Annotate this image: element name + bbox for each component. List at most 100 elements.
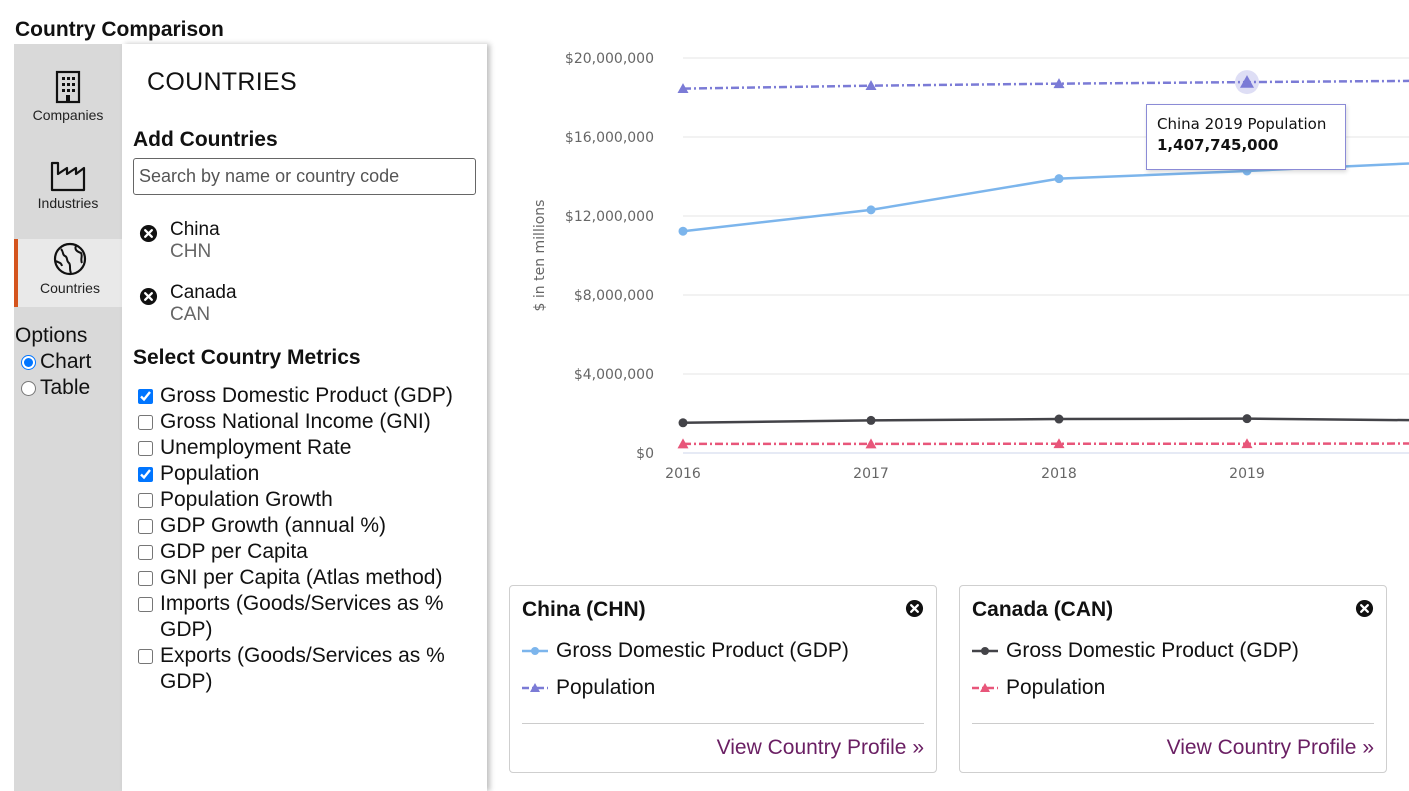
metric-item[interactable]: Imports (Goods/Services as % GDP) — [137, 591, 477, 643]
x-tick-label: 2018 — [1041, 466, 1077, 482]
circle-marker-icon — [972, 647, 998, 655]
countries-panel: COUNTRIES Add Countries China CHN Canada… — [122, 44, 487, 791]
country-card: Canada (CAN) Gross Domestic Product (GDP)… — [959, 585, 1387, 773]
legend-item[interactable]: Gross Domestic Product (GDP) — [522, 639, 849, 663]
y-tick-label: $8,000,000 — [574, 288, 654, 304]
metric-checkbox[interactable] — [138, 389, 153, 404]
metric-label: Exports (Goods/Services as % GDP) — [160, 644, 445, 693]
nav-label: Companies — [32, 107, 104, 123]
legend-item[interactable]: Gross Domestic Product (GDP) — [972, 639, 1299, 663]
chart-radio-label: Chart — [40, 350, 92, 373]
option-table[interactable]: Table — [14, 376, 91, 400]
metric-item[interactable]: Gross National Income (GNI) — [137, 409, 477, 435]
card-title: China (CHN) — [522, 598, 646, 621]
metric-label: GNI per Capita (Atlas method) — [160, 566, 443, 589]
metric-item[interactable]: Exports (Goods/Services as % GDP) — [137, 643, 477, 695]
metric-checkbox[interactable] — [138, 545, 153, 560]
metric-item[interactable]: GDP per Capita — [137, 539, 477, 565]
panel-title: COUNTRIES — [147, 68, 297, 96]
metric-checkbox[interactable] — [138, 493, 153, 508]
data-point[interactable] — [1240, 75, 1254, 88]
series-line[interactable] — [682, 79, 1409, 90]
metric-label: Imports (Goods/Services as % GDP) — [160, 592, 444, 641]
y-tick-label: $0 — [636, 446, 654, 462]
x-tick-label: 2017 — [853, 466, 889, 482]
close-icon[interactable] — [1355, 599, 1374, 623]
globe-icon — [18, 239, 122, 277]
legend-item[interactable]: Population — [522, 676, 655, 700]
country-code: CAN — [170, 304, 211, 325]
country-search-input[interactable] — [133, 158, 476, 195]
metric-item[interactable]: Population Growth — [137, 487, 477, 513]
data-point[interactable] — [866, 415, 876, 425]
circle-marker-icon — [522, 647, 548, 655]
chart-radio[interactable] — [21, 354, 36, 370]
metric-item[interactable]: Unemployment Rate — [137, 435, 477, 461]
tooltip-title: China 2019 Population — [1157, 115, 1327, 133]
data-point[interactable] — [1053, 438, 1065, 449]
metric-checkbox[interactable] — [138, 519, 153, 534]
data-point[interactable] — [677, 438, 689, 449]
tooltip-value: 1,407,745,000 — [1157, 136, 1279, 154]
legend-label: Population — [1006, 676, 1106, 699]
view-country-profile-link[interactable]: View Country Profile » — [716, 736, 924, 759]
table-radio[interactable] — [21, 380, 36, 396]
view-options: Options Chart Table — [14, 324, 91, 400]
line-chart: $0 $4,000,000 $8,000,000 $12,000,000 $16,000… — [532, 51, 1409, 482]
data-point[interactable] — [865, 80, 877, 91]
data-point[interactable] — [866, 205, 876, 215]
country-name: China — [170, 219, 220, 240]
card-divider — [522, 723, 924, 724]
data-point[interactable] — [678, 418, 688, 428]
add-countries-heading: Add Countries — [133, 128, 278, 151]
nav-label: Industries — [37, 195, 99, 211]
metric-label: GDP per Capita — [160, 540, 308, 563]
x-tick-label: 2016 — [665, 466, 701, 482]
data-point[interactable] — [1054, 414, 1064, 424]
remove-country-icon[interactable] — [139, 224, 158, 248]
data-point[interactable] — [1054, 174, 1064, 184]
nav-item-countries[interactable]: Countries — [14, 239, 122, 307]
metric-label: Population Growth — [160, 488, 333, 511]
data-point[interactable] — [1053, 78, 1065, 89]
remove-country-icon[interactable] — [139, 287, 158, 311]
factory-icon — [14, 154, 122, 192]
metric-item[interactable]: Gross Domestic Product (GDP) — [137, 383, 477, 409]
metric-item[interactable]: GNI per Capita (Atlas method) — [137, 565, 477, 591]
metric-checkbox[interactable] — [138, 467, 153, 482]
metrics-list: Gross Domestic Product (GDP) Gross Nation… — [137, 383, 477, 695]
x-tick-label: 2019 — [1229, 466, 1265, 482]
data-point[interactable] — [677, 83, 689, 94]
legend-item[interactable]: Population — [972, 676, 1105, 700]
metric-item[interactable]: GDP Growth (annual %) — [137, 513, 477, 539]
series-line[interactable] — [682, 162, 1409, 233]
series-line[interactable] — [682, 417, 1409, 425]
nav-item-industries[interactable]: Industries — [14, 154, 122, 222]
nav-item-companies[interactable]: Companies — [14, 66, 122, 134]
data-point[interactable] — [1242, 414, 1252, 424]
metric-checkbox[interactable] — [138, 415, 153, 430]
metric-checkbox[interactable] — [138, 441, 153, 456]
page-title: Country Comparison — [15, 18, 224, 41]
data-point[interactable] — [1241, 438, 1253, 449]
metrics-heading: Select Country Metrics — [133, 346, 361, 369]
metric-label: Gross Domestic Product (GDP) — [160, 384, 453, 407]
metric-checkbox[interactable] — [138, 597, 153, 612]
view-country-profile-link[interactable]: View Country Profile » — [1166, 736, 1374, 759]
metric-item[interactable]: Population — [137, 461, 477, 487]
metric-checkbox[interactable] — [138, 649, 153, 664]
metric-checkbox[interactable] — [138, 571, 153, 586]
close-icon[interactable] — [905, 599, 924, 623]
country-code: CHN — [170, 241, 212, 262]
legend-label: Gross Domestic Product (GDP) — [1006, 639, 1299, 662]
metric-label: Unemployment Rate — [160, 436, 352, 459]
legend-label: Population — [556, 676, 656, 699]
card-divider — [972, 723, 1374, 724]
option-chart[interactable]: Chart — [14, 350, 91, 374]
metric-label: Population — [160, 462, 260, 485]
nav-label: Countries — [40, 280, 100, 296]
y-axis-label: $ in ten millions — [532, 200, 548, 312]
data-point[interactable] — [678, 226, 688, 236]
y-tick-label: $4,000,000 — [574, 367, 654, 383]
data-point[interactable] — [865, 438, 877, 449]
